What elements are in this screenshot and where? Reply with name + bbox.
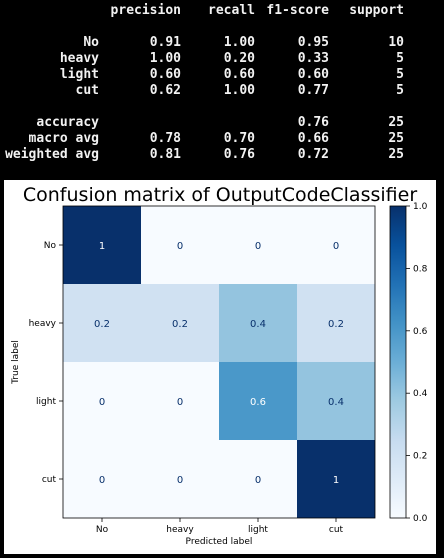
report-header-row: precision recall f1-score support [0, 3, 444, 19]
cell-value-label: 0 [99, 397, 105, 408]
report-summary-recall: 0.76 [223, 147, 255, 162]
plot-frame [62, 205, 376, 519]
report-cell-recall: 1.00 [223, 35, 255, 50]
matrix-cell [297, 440, 375, 518]
cell-value-label: 0 [255, 241, 261, 252]
report-summary-f1: 0.72 [297, 147, 329, 162]
x-tick-label: heavy [166, 525, 194, 535]
report-cell-recall: 0.60 [223, 67, 255, 82]
classification-report: precision recall f1-score support No 0.91 1.00… [0, 0, 444, 178]
x-tick-label: No [96, 525, 109, 535]
report-summary-label: macro avg [28, 131, 99, 146]
cell-value-label: 0.2 [94, 319, 110, 330]
confusion-matrix-plot: 1 0 0 0 0.2 0.2 0.4 0.2 0 0 0.6 0.4 0 0 0 1 No heavy light… [11, 202, 428, 547]
cell-value-label: 0.2 [328, 319, 344, 330]
report-cell-f1: 0.33 [297, 51, 329, 66]
report-summary-support: 25 [388, 147, 404, 162]
report-summary-row: accuracy 0.76 25 [0, 115, 444, 131]
confusion-matrix-figure: Confusion matrix of OutputCodeClassifier… [4, 180, 436, 554]
report-cell-support: 5 [396, 67, 404, 82]
matrix-cell [219, 440, 297, 518]
report-header-0: precision [110, 3, 181, 18]
report-summary-row: macro avg 0.78 0.70 0.66 25 [0, 131, 444, 147]
cell-value-label: 0.4 [328, 397, 344, 408]
cell-value-label: 0.6 [250, 397, 266, 408]
report-cell-support: 5 [396, 83, 404, 98]
report-cell-f1: 0.95 [297, 35, 329, 50]
y-tick-label: light [36, 397, 56, 407]
matrix-cell [63, 206, 141, 284]
cell-value-label: 1 [99, 241, 105, 252]
x-tick-label: light [248, 525, 268, 535]
report-row-label: cut [75, 83, 99, 98]
report-summary-support: 25 [388, 115, 404, 130]
matrix-cell [63, 284, 141, 362]
matrix-cell [141, 206, 219, 284]
matrix-cell [141, 362, 219, 440]
matrix-cell [219, 284, 297, 362]
matrix-cell [219, 206, 297, 284]
colorbar-tick-label: 0.6 [413, 327, 428, 337]
report-cell-support: 10 [388, 35, 404, 50]
y-tick-label: No [44, 241, 57, 251]
cell-value-label: 0 [255, 475, 261, 486]
cell-value-label: 0.2 [172, 319, 188, 330]
report-summary-label: weighted avg [5, 147, 99, 162]
matrix-cell [63, 362, 141, 440]
colorbar-tick-label: 0.2 [413, 452, 427, 462]
report-cell-f1: 0.60 [297, 67, 329, 82]
report-row-label: light [59, 67, 99, 82]
cell-value-label: 0 [177, 397, 183, 408]
y-tick-label: cut [42, 475, 57, 485]
report-header-1: recall [208, 3, 255, 18]
report-summary-f1: 0.76 [297, 115, 329, 130]
matrix-cell [141, 440, 219, 518]
colorbar-tick-label: 1.0 [413, 202, 428, 212]
matrix-cell [219, 362, 297, 440]
report-row-label: No [83, 35, 99, 50]
cell-value-label: 0 [177, 241, 183, 252]
report-cell-precision: 0.60 [149, 67, 181, 82]
matrix-cell [297, 362, 375, 440]
report-row: light 0.60 0.60 0.60 5 [0, 67, 444, 83]
matrix-cell [141, 284, 219, 362]
y-tick-label: heavy [29, 319, 57, 329]
report-cell-recall: 1.00 [223, 83, 255, 98]
report-summary-row: weighted avg 0.81 0.76 0.72 25 [0, 147, 444, 163]
report-header-2: f1-score [266, 3, 329, 18]
report-summary-label: accuracy [36, 115, 99, 130]
report-summary-f1: 0.66 [297, 131, 329, 146]
report-row: cut 0.62 1.00 0.77 5 [0, 83, 444, 99]
matrix-cell [63, 440, 141, 518]
report-row: No 0.91 1.00 0.95 10 [0, 35, 444, 51]
colorbar-tick-label: 0.0 [413, 514, 428, 524]
matrix-cell [297, 284, 375, 362]
cell-value-label: 0 [333, 241, 339, 252]
cell-value-label: 0 [99, 475, 105, 486]
cell-value-label: 0 [177, 475, 183, 486]
report-cell-precision: 0.62 [149, 83, 181, 98]
colorbar [389, 205, 407, 519]
report-cell-recall: 0.20 [223, 51, 255, 66]
colorbar-tick-label: 0.4 [413, 389, 428, 399]
x-tick-label: cut [329, 525, 344, 535]
x-axis-label: Predicted label [186, 537, 253, 547]
cell-value-label: 1 [333, 475, 339, 486]
y-axis-label: True label [11, 340, 21, 385]
chart-title: Confusion matrix of OutputCodeClassifier [22, 184, 418, 206]
matrix-cell [297, 206, 375, 284]
report-cell-f1: 0.77 [297, 83, 329, 98]
report-cell-precision: 0.91 [149, 35, 181, 50]
report-cell-support: 5 [396, 51, 404, 66]
colorbar-tick-label: 0.8 [413, 264, 428, 274]
report-row-label: heavy [59, 51, 99, 66]
report-row: heavy 1.00 0.20 0.33 5 [0, 51, 444, 67]
report-cell-precision: 1.00 [149, 51, 181, 66]
report-header-3: support [349, 3, 404, 18]
report-summary-recall: 0.70 [223, 131, 255, 146]
report-summary-precision: 0.81 [149, 147, 181, 162]
cell-value-label: 0.4 [250, 319, 266, 330]
report-summary-support: 25 [388, 131, 404, 146]
report-summary-precision: 0.78 [149, 131, 181, 146]
